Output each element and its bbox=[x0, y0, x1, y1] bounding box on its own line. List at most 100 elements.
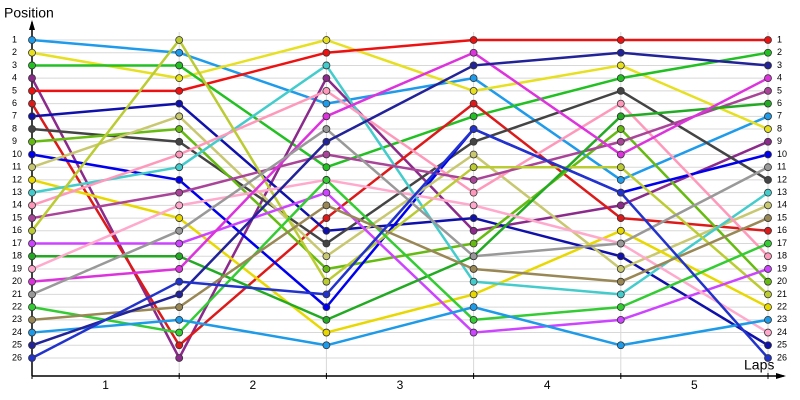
point-marker bbox=[175, 188, 184, 197]
point-marker bbox=[322, 176, 331, 184]
point-marker bbox=[764, 61, 772, 70]
point-marker bbox=[175, 176, 184, 184]
x-axis-arrow bbox=[776, 373, 786, 379]
point-marker bbox=[28, 214, 36, 222]
point-marker bbox=[175, 99, 184, 108]
y-tick-label: 18 bbox=[12, 251, 22, 261]
point-marker bbox=[175, 315, 184, 324]
point-marker bbox=[322, 315, 331, 324]
point-marker bbox=[764, 163, 772, 172]
series-line bbox=[31, 127, 769, 296]
y-axis-arrow bbox=[29, 20, 35, 30]
point-marker bbox=[322, 226, 331, 235]
point-marker bbox=[616, 214, 625, 222]
y-tick-label-right: 16 bbox=[777, 225, 787, 235]
series-line bbox=[31, 38, 769, 296]
series-line bbox=[31, 127, 769, 283]
point-marker bbox=[175, 201, 184, 210]
series-line bbox=[31, 305, 769, 347]
y-tick-label-right: 23 bbox=[777, 314, 787, 324]
point-marker bbox=[764, 86, 772, 95]
point-marker bbox=[616, 226, 625, 235]
y-tick-label: 12 bbox=[12, 174, 22, 184]
point-marker bbox=[28, 163, 36, 172]
point-marker bbox=[616, 125, 625, 133]
point-marker bbox=[469, 277, 478, 286]
point-marker bbox=[469, 163, 478, 172]
y-tick-label: 8 bbox=[12, 123, 17, 133]
y-axis-title: Position bbox=[4, 5, 54, 21]
y-tick-label-right: 6 bbox=[777, 98, 782, 108]
point-marker bbox=[322, 214, 331, 222]
y-tick-label: 1 bbox=[12, 34, 17, 44]
point-marker bbox=[469, 48, 478, 57]
point-marker bbox=[616, 315, 625, 324]
y-tick-label-right: 5 bbox=[777, 85, 782, 95]
point-marker bbox=[469, 315, 478, 324]
y-tick-label-right: 22 bbox=[777, 301, 787, 311]
point-marker bbox=[616, 201, 625, 210]
point-marker bbox=[616, 277, 625, 286]
point-marker bbox=[616, 176, 625, 184]
point-marker bbox=[616, 48, 625, 57]
point-marker bbox=[469, 61, 478, 70]
series-line bbox=[32, 38, 768, 93]
point-marker bbox=[469, 328, 478, 337]
point-marker bbox=[322, 48, 331, 57]
point-marker bbox=[764, 277, 772, 286]
point-marker bbox=[764, 328, 772, 337]
point-marker bbox=[175, 252, 184, 261]
point-marker bbox=[28, 354, 36, 362]
y-tick-label: 9 bbox=[12, 136, 17, 146]
y-tick-label: 19 bbox=[12, 263, 22, 273]
point-marker bbox=[469, 176, 478, 184]
point-marker bbox=[322, 239, 331, 248]
point-marker bbox=[28, 328, 36, 337]
point-marker bbox=[322, 188, 331, 197]
point-marker bbox=[469, 226, 478, 235]
y-tick-label-right: 2 bbox=[777, 47, 782, 57]
point-marker bbox=[764, 290, 772, 299]
point-marker bbox=[175, 214, 184, 222]
point-marker bbox=[764, 252, 772, 261]
point-marker bbox=[616, 163, 625, 172]
y-tick-label: 20 bbox=[12, 276, 22, 286]
series-line bbox=[31, 89, 769, 220]
point-marker bbox=[175, 137, 184, 146]
y-tick-label: 11 bbox=[12, 162, 21, 172]
point-marker bbox=[616, 239, 625, 248]
point-marker bbox=[175, 328, 184, 337]
point-marker bbox=[28, 176, 36, 184]
point-marker bbox=[322, 150, 331, 159]
point-marker bbox=[28, 74, 36, 83]
point-marker bbox=[28, 226, 36, 235]
y-tick-label: 21 bbox=[12, 289, 22, 299]
series-line bbox=[31, 178, 769, 334]
x-tick-label: 2 bbox=[249, 378, 256, 392]
point-marker bbox=[322, 74, 331, 83]
point-marker bbox=[175, 354, 184, 362]
point-marker bbox=[28, 341, 36, 350]
point-marker bbox=[469, 74, 478, 83]
y-tick-label: 3 bbox=[12, 60, 17, 70]
point-marker bbox=[616, 112, 625, 121]
point-marker bbox=[469, 239, 478, 248]
point-marker bbox=[322, 137, 331, 146]
y-tick-label-right: 14 bbox=[777, 200, 787, 210]
series-line bbox=[32, 102, 769, 322]
y-tick-label: 13 bbox=[12, 187, 22, 197]
series-line bbox=[31, 127, 769, 360]
series-line bbox=[31, 89, 769, 258]
point-marker bbox=[28, 252, 36, 261]
y-tick-label: 25 bbox=[12, 340, 22, 350]
point-marker bbox=[322, 328, 331, 337]
point-marker bbox=[28, 290, 36, 299]
y-tick-label: 14 bbox=[12, 200, 22, 210]
point-marker bbox=[175, 290, 184, 299]
point-marker bbox=[469, 303, 478, 312]
series-line bbox=[31, 51, 769, 347]
point-marker bbox=[616, 61, 625, 70]
point-marker bbox=[175, 48, 184, 57]
point-marker bbox=[322, 86, 331, 95]
point-marker bbox=[175, 277, 184, 286]
